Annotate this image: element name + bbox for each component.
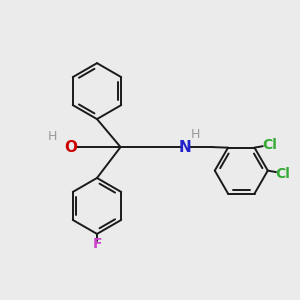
- Text: H: H: [191, 128, 200, 141]
- Text: Cl: Cl: [275, 167, 290, 181]
- Text: O: O: [64, 140, 77, 154]
- Text: N: N: [179, 140, 192, 154]
- Text: Cl: Cl: [262, 138, 277, 152]
- Text: H: H: [48, 130, 58, 143]
- Text: F: F: [92, 237, 102, 251]
